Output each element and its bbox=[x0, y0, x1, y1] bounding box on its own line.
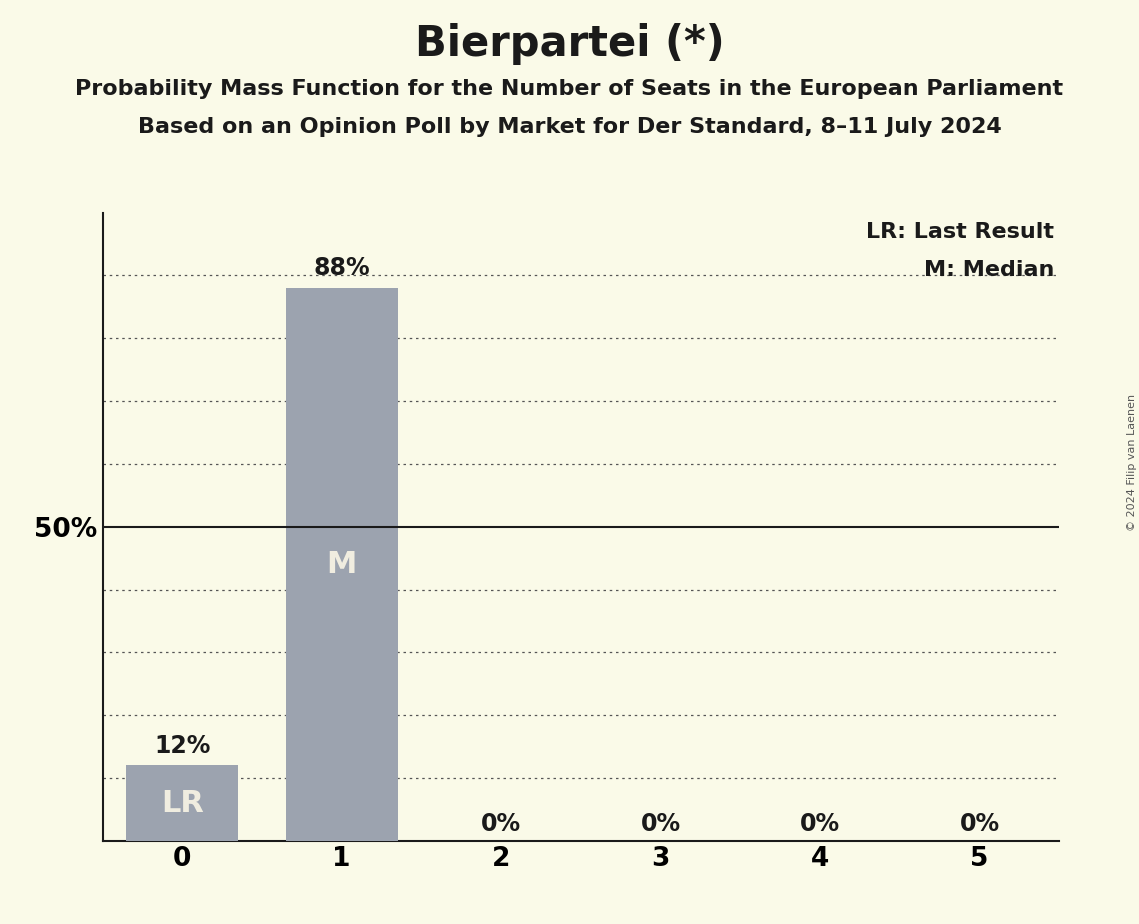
Text: M: M bbox=[327, 550, 357, 578]
Text: Bierpartei (*): Bierpartei (*) bbox=[415, 23, 724, 65]
Text: 0%: 0% bbox=[959, 812, 1000, 836]
Text: © 2024 Filip van Laenen: © 2024 Filip van Laenen bbox=[1126, 394, 1137, 530]
Bar bbox=[286, 288, 398, 841]
Text: LR: LR bbox=[161, 789, 204, 818]
Text: 0%: 0% bbox=[640, 812, 681, 836]
Bar bbox=[126, 765, 238, 841]
Text: Probability Mass Function for the Number of Seats in the European Parliament: Probability Mass Function for the Number… bbox=[75, 79, 1064, 99]
Text: 0%: 0% bbox=[481, 812, 522, 836]
Text: 88%: 88% bbox=[313, 256, 370, 280]
Text: 0%: 0% bbox=[800, 812, 841, 836]
Text: M: Median: M: Median bbox=[924, 260, 1055, 280]
Text: Based on an Opinion Poll by Market for Der Standard, 8–11 July 2024: Based on an Opinion Poll by Market for D… bbox=[138, 117, 1001, 138]
Text: LR: Last Result: LR: Last Result bbox=[867, 222, 1055, 242]
Text: 12%: 12% bbox=[154, 734, 211, 758]
